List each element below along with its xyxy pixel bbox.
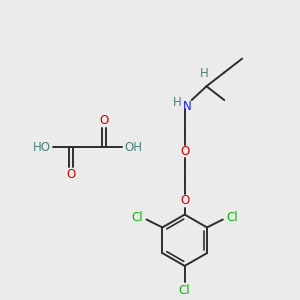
Text: O: O [180, 145, 189, 158]
Text: H: H [200, 67, 209, 80]
Text: Cl: Cl [132, 211, 143, 224]
Text: O: O [66, 168, 75, 181]
Text: H: H [173, 96, 182, 109]
Text: HO: HO [33, 141, 51, 154]
Text: OH: OH [124, 141, 142, 154]
Text: Cl: Cl [226, 211, 238, 224]
Text: O: O [100, 114, 109, 127]
Text: N: N [183, 100, 192, 112]
Text: Cl: Cl [179, 284, 190, 297]
Text: O: O [180, 194, 189, 207]
